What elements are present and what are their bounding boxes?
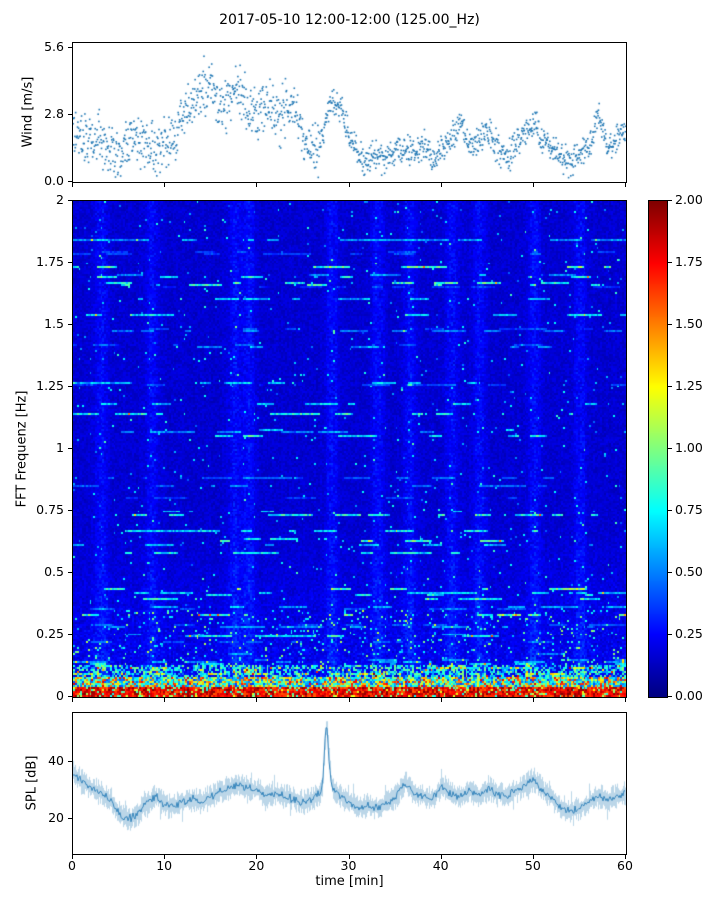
tick-mark: [668, 386, 672, 387]
tick-mark: [625, 698, 626, 702]
tick-label: 20: [248, 857, 265, 873]
tick-mark: [68, 448, 72, 449]
tick-label: 0.5: [44, 563, 64, 579]
tick-label: 30: [340, 857, 357, 873]
tick-label: 0: [56, 687, 64, 703]
tick-label: 0.00: [675, 687, 703, 703]
tick-mark: [668, 696, 672, 697]
tick-label: 0.25: [675, 625, 703, 641]
tick-label: 0.50: [675, 563, 703, 579]
wind-y-axis-label: Wind [m/s]: [20, 76, 36, 148]
tick-mark: [668, 572, 672, 573]
tick-mark: [532, 698, 534, 702]
tick-mark: [256, 698, 258, 702]
tick-label: 1.00: [675, 439, 703, 455]
tick-mark: [68, 181, 72, 182]
tick-mark: [68, 510, 72, 511]
tick-label: 40: [432, 857, 449, 873]
tick-mark: [164, 855, 166, 859]
tick-label: 20: [48, 810, 64, 826]
tick-mark: [348, 855, 350, 859]
tick-label: 60: [617, 857, 633, 873]
tick-label: 2.00: [675, 191, 703, 207]
spl-panel: [72, 712, 627, 855]
tick-label: 1.50: [675, 315, 703, 331]
tick-mark: [348, 183, 350, 187]
tick-label: 1: [56, 439, 64, 455]
tick-mark: [440, 183, 442, 187]
tick-mark: [68, 262, 72, 263]
tick-mark: [532, 183, 534, 187]
tick-label: 0.25: [36, 625, 64, 641]
wind-scatter-canvas: [73, 43, 626, 182]
tick-label: 1.75: [36, 253, 64, 269]
spl-y-axis-label: SPL [dB]: [24, 755, 40, 811]
tick-mark: [72, 855, 73, 859]
tick-label: 0.0: [44, 172, 64, 188]
chart-title: 2017-05-10 12:00-12:00 (125.00_Hz): [219, 12, 480, 28]
tick-mark: [68, 696, 72, 697]
tick-label: 1.25: [675, 377, 703, 393]
tick-label: 0.75: [36, 501, 64, 517]
tick-label: 5.6: [44, 38, 64, 54]
tick-label: 1.5: [44, 315, 64, 331]
tick-mark: [668, 200, 672, 201]
colorbar-canvas: [649, 201, 667, 697]
tick-label: 50: [524, 857, 541, 873]
tick-mark: [68, 113, 72, 115]
tick-mark: [348, 698, 350, 702]
colorbar: [648, 200, 668, 698]
tick-label: 1.75: [675, 253, 703, 269]
tick-mark: [68, 572, 72, 573]
tick-mark: [668, 262, 672, 263]
wind-panel: [72, 42, 627, 183]
tick-label: 2.8: [44, 105, 64, 121]
tick-mark: [532, 855, 534, 859]
tick-mark: [256, 855, 258, 859]
tick-mark: [68, 200, 72, 201]
tick-mark: [256, 183, 258, 187]
spl-line-canvas: [73, 713, 626, 854]
tick-mark: [68, 634, 72, 635]
tick-mark: [164, 183, 166, 187]
tick-mark: [668, 634, 672, 635]
tick-label: 2: [56, 191, 64, 207]
tick-mark: [164, 698, 166, 702]
tick-mark: [68, 46, 72, 48]
tick-mark: [68, 760, 72, 762]
x-axis-label: time [min]: [315, 874, 384, 889]
tick-mark: [668, 448, 672, 449]
tick-mark: [625, 183, 626, 187]
tick-label: 10: [156, 857, 173, 873]
tick-mark: [668, 510, 672, 511]
tick-mark: [68, 818, 72, 820]
spectrogram-y-axis-label: FFT Frequenz [Hz]: [14, 390, 30, 508]
spectrogram-canvas: [73, 201, 626, 697]
tick-mark: [440, 698, 442, 702]
tick-label: 1.25: [36, 377, 64, 393]
tick-mark: [68, 324, 72, 325]
tick-label: 40: [48, 752, 64, 768]
tick-mark: [625, 855, 626, 859]
tick-label: 0: [68, 857, 76, 873]
tick-mark: [68, 386, 72, 387]
spectrogram-panel: [72, 200, 627, 698]
tick-mark: [668, 324, 672, 325]
tick-label: 0.75: [675, 501, 703, 517]
tick-mark: [72, 698, 73, 702]
tick-mark: [440, 855, 442, 859]
tick-mark: [72, 183, 73, 187]
